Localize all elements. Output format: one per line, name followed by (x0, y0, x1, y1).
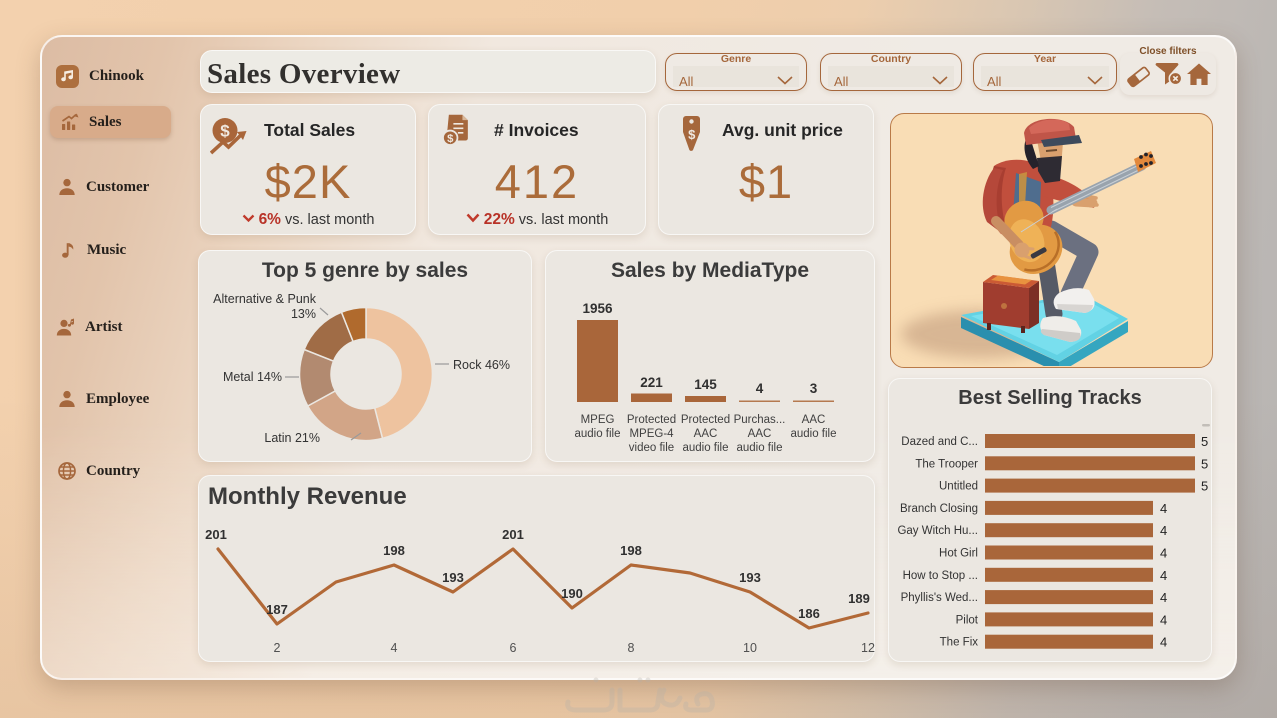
svg-text:Purchas...: Purchas... (734, 414, 786, 426)
svg-text:The Fix: The Fix (940, 637, 979, 649)
svg-text:Pilot: Pilot (956, 614, 979, 626)
svg-text:186: 186 (798, 606, 820, 621)
svg-text:201: 201 (205, 527, 227, 542)
svg-text:6: 6 (510, 641, 517, 655)
svg-text:$: $ (220, 122, 230, 141)
svg-text:2: 2 (274, 641, 281, 655)
svg-text:12: 12 (861, 641, 875, 655)
svg-text:4: 4 (1160, 523, 1167, 538)
svg-text:4: 4 (1160, 590, 1167, 605)
svg-text:10: 10 (743, 641, 757, 655)
svg-text:4: 4 (1160, 501, 1167, 516)
svg-text:Hot Girl: Hot Girl (939, 548, 978, 560)
svg-text:Rock 46%: Rock 46% (453, 358, 510, 372)
svg-text:How to Stop ...: How to Stop ... (903, 570, 978, 582)
svg-text:video file: video file (629, 442, 674, 454)
svg-text:5: 5 (1201, 434, 1208, 449)
svg-text:audio file: audio file (574, 428, 620, 440)
svg-text:MPEG: MPEG (581, 414, 615, 426)
svg-text:$: $ (688, 127, 696, 142)
svg-text:Latin 21%: Latin 21% (264, 431, 320, 445)
svg-text:190: 190 (561, 586, 583, 601)
svg-text:audio file: audio file (736, 442, 782, 454)
svg-text:5: 5 (1201, 479, 1208, 494)
svg-text:audio file: audio file (790, 428, 836, 440)
svg-text:AAC: AAC (694, 428, 718, 440)
svg-text:Protected: Protected (681, 414, 730, 426)
svg-text:145: 145 (694, 377, 717, 392)
svg-text:Untitled: Untitled (939, 481, 978, 493)
svg-text:4: 4 (1160, 568, 1167, 583)
svg-text:AAC: AAC (748, 428, 772, 440)
svg-text:189: 189 (848, 591, 870, 606)
svg-text:Phyllis's Wed...: Phyllis's Wed... (901, 592, 978, 604)
svg-text:AAC: AAC (802, 414, 826, 426)
svg-text:Dazed and C...: Dazed and C... (901, 436, 978, 448)
svg-text:193: 193 (739, 570, 761, 585)
svg-text:$: $ (447, 133, 454, 145)
svg-text:198: 198 (383, 543, 405, 558)
svg-text:The Trooper: The Trooper (915, 458, 978, 470)
svg-text:Metal 14%: Metal 14% (223, 370, 282, 384)
svg-text:221: 221 (640, 375, 663, 390)
svg-text:Branch Closing: Branch Closing (900, 503, 978, 515)
svg-text:4: 4 (756, 381, 764, 396)
svg-text:4: 4 (391, 641, 398, 655)
svg-text:8: 8 (628, 641, 635, 655)
svg-text:187: 187 (266, 602, 288, 617)
svg-text:201: 201 (502, 527, 524, 542)
svg-text:4: 4 (1160, 546, 1167, 561)
svg-text:Protected: Protected (627, 414, 676, 426)
svg-text:1956: 1956 (582, 301, 613, 316)
svg-text:4: 4 (1160, 635, 1167, 650)
svg-text:193: 193 (442, 570, 464, 585)
svg-text:13%: 13% (291, 307, 316, 321)
svg-text:Gay Witch Hu...: Gay Witch Hu... (897, 525, 978, 537)
svg-text:MPEG-4: MPEG-4 (629, 428, 674, 440)
svg-text:5: 5 (1201, 456, 1208, 471)
svg-text:3: 3 (810, 381, 818, 396)
svg-text:Alternative & Punk: Alternative & Punk (213, 292, 317, 306)
svg-text:4: 4 (1160, 612, 1167, 627)
svg-text:audio file: audio file (682, 442, 728, 454)
svg-text:198: 198 (620, 543, 642, 558)
